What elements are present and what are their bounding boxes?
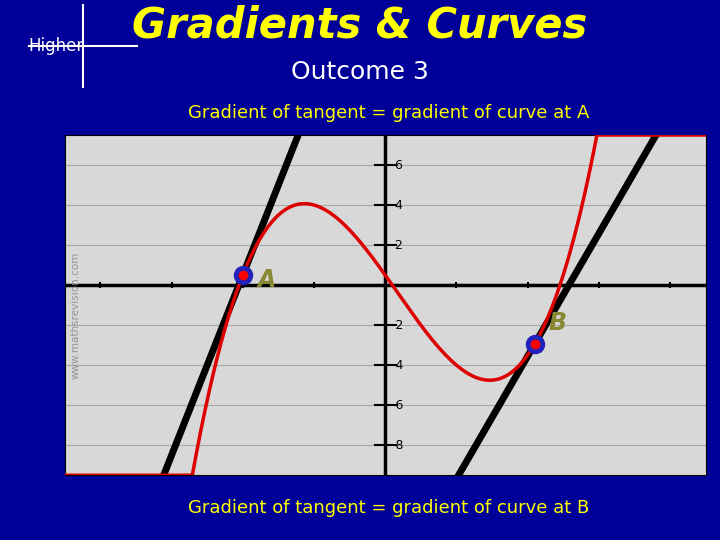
Text: 4: 4 — [394, 199, 402, 212]
Text: 2: 2 — [394, 239, 402, 252]
Text: Gradient of tangent = gradient of curve at A: Gradient of tangent = gradient of curve … — [188, 104, 590, 123]
Text: Gradients & Curves: Gradients & Curves — [132, 5, 588, 46]
Text: -4: -4 — [392, 359, 404, 372]
Text: www.mathsrevision.com: www.mathsrevision.com — [71, 252, 81, 379]
Text: -2: -2 — [392, 319, 404, 332]
Text: Outcome 3: Outcome 3 — [291, 59, 429, 84]
Text: -6: -6 — [392, 399, 404, 411]
Text: -8: -8 — [392, 438, 404, 451]
Text: Higher: Higher — [29, 37, 84, 55]
Text: Gradient of tangent = gradient of curve at B: Gradient of tangent = gradient of curve … — [188, 498, 590, 517]
Text: A: A — [257, 268, 275, 292]
Text: B: B — [549, 311, 567, 335]
Text: 6: 6 — [394, 159, 402, 172]
